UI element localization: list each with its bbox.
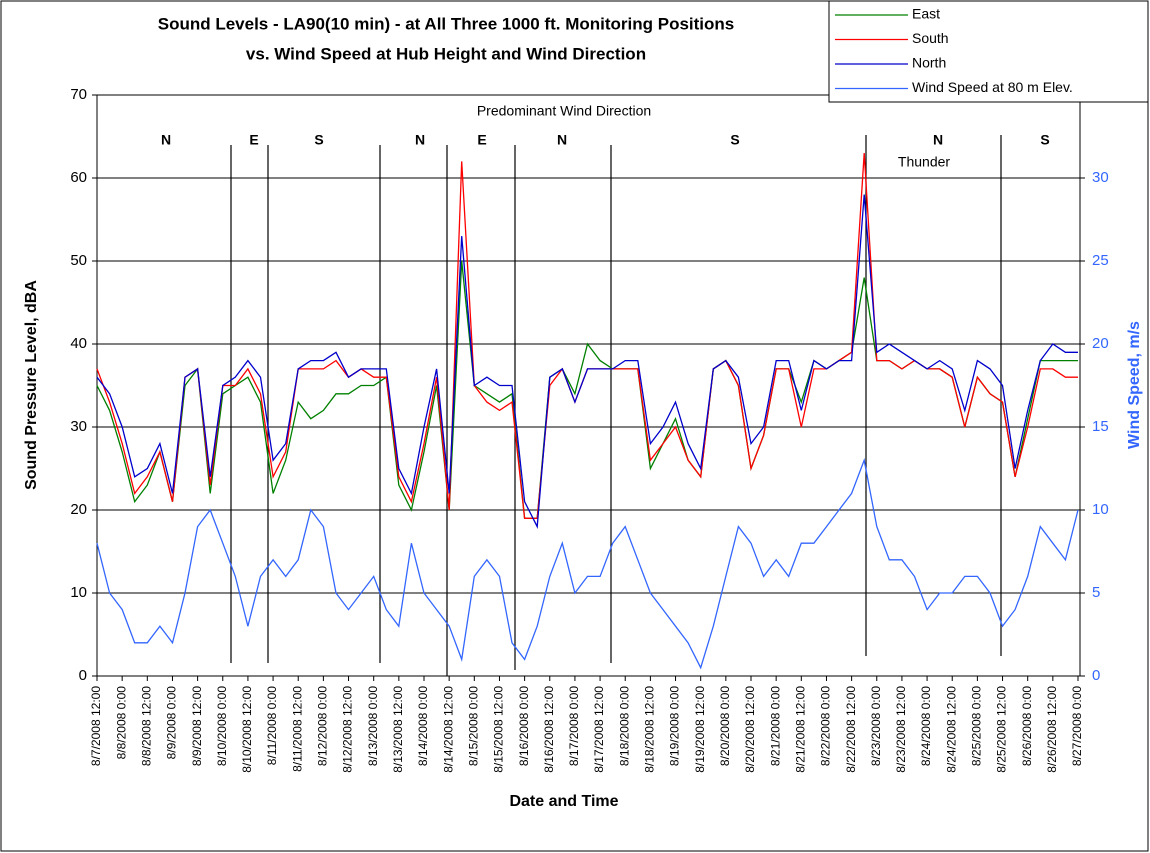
x-tick-label: 8/23/2008 12:00 [894, 686, 908, 773]
legend-label: South [912, 30, 949, 46]
wind-direction-label: N [557, 132, 567, 148]
x-tick-label: 8/19/2008 12:00 [693, 686, 707, 773]
wind-direction-label: N [415, 132, 425, 148]
x-tick-label: 8/26/2008 0:00 [1020, 686, 1034, 766]
y-axis-title: Sound Pressure Level, dBA [23, 280, 40, 490]
y2-axis-title: Wind Speed, m/s [1126, 321, 1143, 449]
x-tick-label: 8/23/2008 0:00 [869, 686, 883, 766]
y2-tick-label: 5 [1092, 584, 1100, 601]
wind-direction-label: N [161, 132, 171, 148]
x-tick-label: 8/13/2008 0:00 [366, 686, 380, 766]
chart-title: Sound Levels - LA90(10 min) - at All Thr… [158, 14, 735, 33]
x-tick-label: 8/9/2008 12:00 [190, 686, 204, 766]
series-line [96, 153, 1078, 519]
y2-tick-label: 25 [1092, 252, 1109, 269]
x-tick-label: 8/10/2008 0:00 [215, 686, 229, 766]
x-tick-label: 8/22/2008 12:00 [844, 686, 858, 773]
y-tick-label: 30 [70, 418, 87, 435]
y-tick-label: 50 [70, 252, 87, 269]
legend-label: Wind Speed at 80 m Elev. [912, 79, 1073, 95]
legend-label: East [912, 6, 940, 22]
series-line [96, 194, 1078, 529]
x-tick-label: 8/14/2008 0:00 [416, 686, 430, 766]
wind-direction-label: N [933, 132, 943, 148]
x-tick-label: 8/8/2008 12:00 [139, 686, 153, 766]
x-tick-label: 8/18/2008 0:00 [617, 686, 631, 766]
x-tick-label: 8/15/2008 12:00 [492, 686, 506, 773]
x-tick-label: 8/7/2008 12:00 [89, 686, 103, 766]
y-tick-label: 70 [70, 86, 87, 103]
wind-direction-label: S [314, 132, 323, 148]
y2-tick-label: 30 [1092, 169, 1109, 186]
x-tick-label: 8/10/2008 12:00 [240, 686, 254, 773]
x-tick-label: 8/16/2008 0:00 [517, 686, 531, 766]
x-tick-label: 8/27/2008 0:00 [1070, 686, 1084, 766]
x-tick-label: 8/16/2008 12:00 [542, 686, 556, 773]
x-tick-label: 8/9/2008 0:00 [165, 686, 179, 760]
series-line [96, 260, 1078, 519]
annotation: Predominant Wind Direction [477, 103, 651, 119]
legend-box [828, 0, 1149, 103]
x-tick-label: 8/13/2008 12:00 [391, 686, 405, 773]
wind-direction-label: E [477, 132, 486, 148]
y2-tick-label: 15 [1092, 418, 1109, 435]
x-tick-label: 8/21/2008 0:00 [768, 686, 782, 766]
x-tick-label: 8/20/2008 12:00 [743, 686, 757, 773]
x-tick-label: 8/11/2008 12:00 [290, 686, 304, 772]
x-axis-title: Date and Time [509, 793, 618, 810]
series-line [96, 457, 1079, 670]
y2-tick-label: 0 [1092, 667, 1100, 684]
x-tick-label: 8/25/2008 0:00 [970, 686, 984, 766]
y-tick-label: 60 [70, 169, 87, 186]
wind-direction-label: S [1040, 132, 1049, 148]
x-tick-label: 8/25/2008 12:00 [995, 686, 1009, 773]
chart-title: vs. Wind Speed at Hub Height and Wind Di… [246, 44, 646, 63]
x-tick-label: 8/12/2008 12:00 [341, 686, 355, 773]
legend-label: North [912, 55, 946, 71]
wind-direction-label: S [730, 132, 739, 148]
x-tick-label: 8/12/2008 0:00 [316, 686, 330, 766]
x-tick-label: 8/17/2008 0:00 [567, 686, 581, 766]
x-tick-label: 8/19/2008 0:00 [668, 686, 682, 766]
y2-tick-label: 20 [1092, 335, 1109, 352]
x-tick-label: 8/18/2008 12:00 [643, 686, 657, 773]
x-tick-label: 8/14/2008 12:00 [441, 686, 455, 773]
y-tick-label: 10 [70, 584, 87, 601]
x-tick-label: 8/11/2008 0:00 [265, 686, 279, 766]
x-tick-label: 8/8/2008 0:00 [114, 686, 128, 760]
y-tick-label: 40 [70, 335, 87, 352]
x-tick-label: 8/22/2008 0:00 [819, 686, 833, 766]
y-tick-label: 20 [70, 501, 87, 518]
x-tick-label: 8/24/2008 0:00 [919, 686, 933, 766]
wind-direction-label: E [249, 132, 258, 148]
x-tick-label: 8/15/2008 0:00 [466, 686, 480, 766]
x-tick-label: 8/17/2008 12:00 [592, 686, 606, 773]
x-tick-label: 8/21/2008 12:00 [793, 686, 807, 773]
x-tick-label: 8/20/2008 0:00 [718, 686, 732, 766]
y-tick-label: 0 [79, 667, 87, 684]
y2-tick-label: 10 [1092, 501, 1109, 518]
x-tick-label: 8/24/2008 12:00 [944, 686, 958, 773]
annotation: Thunder [898, 154, 950, 170]
x-tick-label: 8/26/2008 12:00 [1045, 686, 1059, 773]
